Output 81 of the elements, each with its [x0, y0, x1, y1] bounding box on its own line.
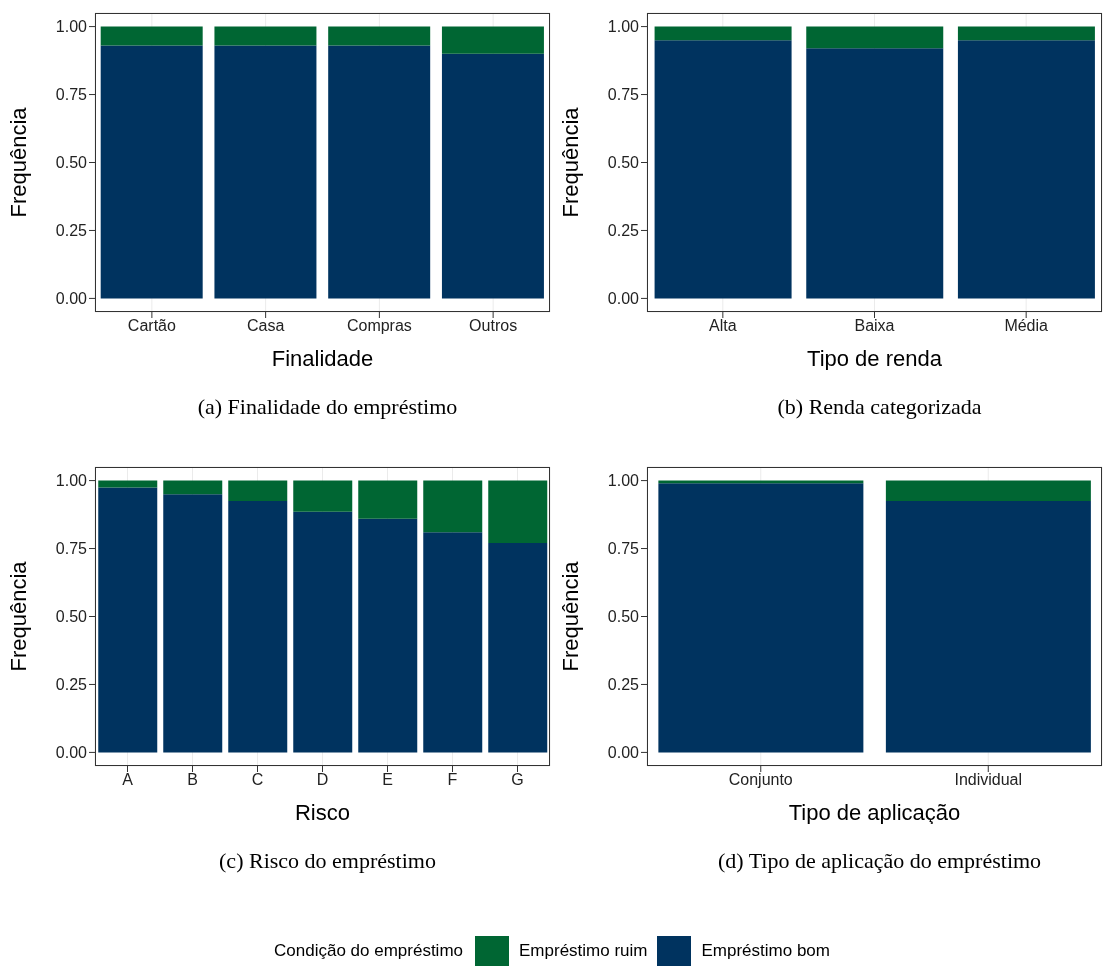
bar — [163, 494, 223, 753]
y-tick-label: 0.50 — [55, 608, 88, 626]
x-axis-title: Finalidade — [271, 346, 374, 371]
bar — [293, 511, 353, 753]
bar — [885, 480, 1091, 501]
x-tick-label: Alta — [709, 317, 737, 335]
bar — [806, 26, 944, 49]
y-tick-label: 1.00 — [607, 18, 640, 36]
x-tick-label: A — [122, 771, 134, 789]
y-tick-label: 0.00 — [607, 290, 640, 308]
y-tick-label: 0.75 — [607, 86, 640, 104]
y-axis-title: Frequência — [5, 560, 31, 672]
bar — [957, 40, 1095, 299]
bar — [423, 532, 483, 753]
bar — [214, 45, 317, 299]
y-tick-label: 0.50 — [55, 154, 88, 172]
legend-title: Condição do empréstimo — [274, 941, 464, 961]
text: (b) Renda categorizada — [776, 393, 983, 421]
y-tick-label: 1.00 — [55, 18, 88, 36]
y-tick-label: 0.25 — [55, 676, 88, 694]
x-tick-label: G — [511, 771, 524, 789]
bar — [98, 487, 158, 753]
y-tick-label: 0.25 — [607, 222, 640, 240]
text: (a) Finalidade do empréstimo — [196, 393, 459, 421]
y-axis-title: Frequência — [557, 560, 583, 672]
x-tick-label: F — [447, 771, 458, 789]
x-tick-label: C — [251, 771, 264, 789]
x-tick-label: Baixa — [854, 317, 895, 335]
y-axis-title: Frequência — [5, 106, 31, 218]
bar — [214, 26, 317, 46]
bar — [423, 480, 483, 533]
x-axis-title: Tipo de renda — [807, 346, 943, 371]
bar — [358, 480, 418, 519]
x-tick-label: Individual — [954, 771, 1023, 789]
x-tick-label: Conjunto — [728, 771, 793, 789]
bar — [100, 45, 203, 299]
x-axis-title: Tipo de aplicação — [788, 800, 961, 825]
y-axis-title: Frequência — [557, 106, 583, 218]
legend-label: Empréstimo bom — [701, 941, 830, 961]
text: (d) Tipo de aplicação do empréstimo — [716, 847, 1043, 875]
bar — [100, 26, 203, 46]
x-tick-label: Compras — [346, 317, 412, 335]
y-tick-label: 0.75 — [55, 540, 88, 558]
bar — [228, 480, 288, 501]
y-tick-label: 1.00 — [607, 472, 640, 490]
y-tick-label: 0.50 — [607, 154, 640, 172]
y-tick-label: 0.00 — [607, 744, 640, 762]
x-tick-label: Cartão — [127, 317, 176, 335]
x-tick-label: B — [187, 771, 198, 789]
y-tick-label: 0.00 — [55, 290, 88, 308]
bar — [658, 483, 864, 753]
bar — [163, 480, 223, 495]
y-tick-label: 0.75 — [607, 540, 640, 558]
x-tick-label: D — [316, 771, 329, 789]
bar — [488, 543, 548, 753]
bar — [328, 45, 431, 299]
x-tick-label: E — [382, 771, 393, 789]
bar — [441, 26, 544, 54]
x-axis-title: Risco — [294, 800, 351, 825]
bar — [293, 480, 353, 512]
y-tick-label: 0.50 — [607, 608, 640, 626]
bar — [441, 53, 544, 299]
bar — [885, 500, 1091, 753]
y-tick-label: 1.00 — [55, 472, 88, 490]
y-tick-label: 0.75 — [55, 86, 88, 104]
bar — [654, 40, 792, 299]
x-tick-label: Casa — [246, 317, 285, 335]
bar — [228, 500, 288, 753]
bar — [806, 48, 944, 299]
x-tick-label: Outros — [469, 317, 518, 335]
bar — [957, 26, 1095, 41]
bar — [358, 518, 418, 753]
bar — [654, 26, 792, 41]
bar — [328, 26, 431, 46]
y-tick-label: 0.25 — [607, 676, 640, 694]
bar — [488, 480, 548, 544]
y-tick-label: 0.25 — [55, 222, 88, 240]
legend-label: Empréstimo ruim — [519, 941, 648, 961]
text: (c) Risco do empréstimo — [218, 847, 437, 875]
x-tick-label: Média — [1004, 317, 1049, 335]
y-tick-label: 0.00 — [55, 744, 88, 762]
